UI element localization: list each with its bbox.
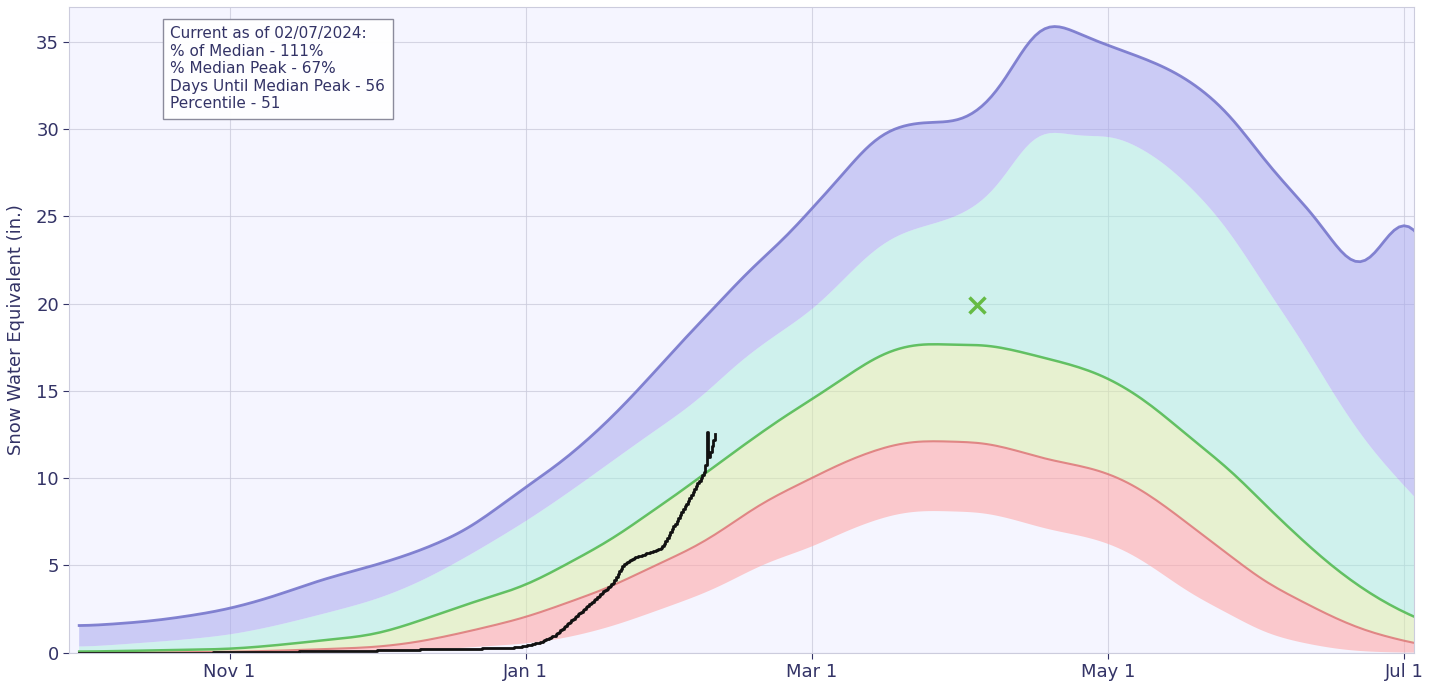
Text: Current as of 02/07/2024:
% of Median - 111%
% Median Peak - 67%
Days Until Medi: Current as of 02/07/2024: % of Median - … bbox=[170, 26, 385, 111]
Y-axis label: Snow Water Equivalent (in.): Snow Water Equivalent (in.) bbox=[7, 204, 24, 455]
